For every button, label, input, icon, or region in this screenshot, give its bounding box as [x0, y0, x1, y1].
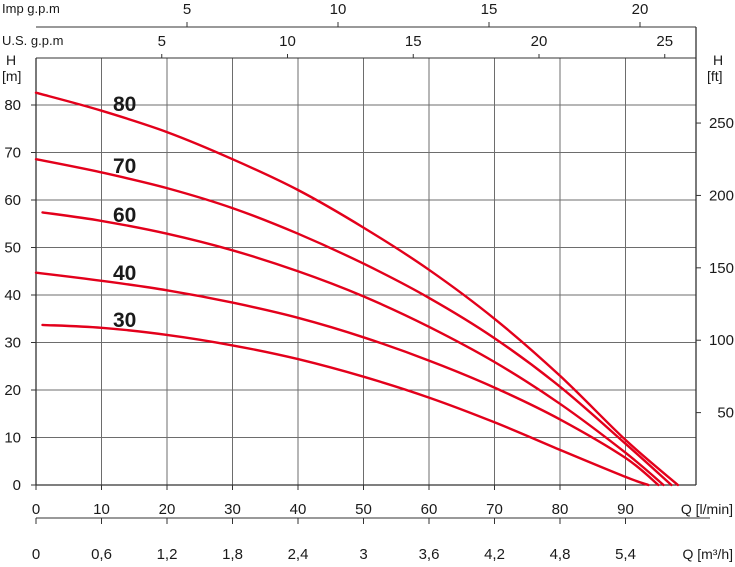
- x-tick-label: 50: [355, 501, 372, 518]
- us-gpm-tick-label: 20: [531, 33, 548, 50]
- m3h-tick-label: 4,2: [484, 546, 505, 563]
- x-tick-label: 30: [224, 501, 241, 518]
- y-tick-label: 10: [4, 430, 21, 447]
- m3h-axis-title: Q [m³/h]: [682, 546, 733, 562]
- curve-60: [41, 211, 665, 487]
- y-tick-label: 0: [13, 477, 21, 494]
- y2-tick-label: 150: [709, 260, 734, 277]
- x-tick-label: 0: [32, 501, 40, 518]
- x-tick-label: 10: [93, 501, 110, 518]
- curve-label-30: 30: [113, 309, 136, 332]
- curve-label-40: 40: [113, 262, 136, 285]
- us-gpm-tick-label: 15: [405, 33, 422, 50]
- m3h-tick-label: 3: [359, 546, 367, 563]
- m3h-tick-label: 1,8: [222, 546, 243, 563]
- y-axis-title: H: [6, 52, 16, 68]
- y2-tick-label: 250: [709, 115, 734, 132]
- y-tick-label: 20: [4, 382, 21, 399]
- x-tick-label: 80: [552, 501, 569, 518]
- m3h-tick-label: 1,2: [157, 546, 178, 563]
- y-tick-label: 80: [4, 97, 21, 114]
- y2-tick-label: 50: [717, 405, 734, 422]
- x-axis-title: Q [l/min]: [681, 501, 733, 517]
- curve-labels: 80 70 60 40 30: [113, 93, 136, 332]
- y-tick-label: 50: [4, 240, 21, 257]
- curve-70: [34, 158, 673, 487]
- curve-80: [34, 91, 680, 487]
- x-tick-label: 20: [159, 501, 176, 518]
- m3h-tick-label: 4,8: [550, 546, 571, 563]
- us-gpm-tick-label: 5: [158, 33, 166, 50]
- imp-gpm-tick-label: 10: [330, 1, 347, 18]
- us-gpm-tick-label: 10: [279, 33, 296, 50]
- y-tick-label: 30: [4, 335, 21, 352]
- curve-40: [34, 271, 660, 487]
- imp-gpm-tick-label: 20: [632, 1, 649, 18]
- curve-30: [41, 323, 650, 487]
- imp-gpm-tick-label: 5: [183, 1, 191, 18]
- imp-gpm-tick-label: 15: [481, 1, 498, 18]
- m3h-tick-label: 3,6: [419, 546, 440, 563]
- curve-label-70: 70: [113, 155, 136, 178]
- x-tick-label: 90: [617, 501, 634, 518]
- m3h-tick-label: 2,4: [288, 546, 309, 563]
- imp-gpm-axis-title: Imp g.p.m: [2, 1, 60, 16]
- y2-tick-label: 200: [709, 187, 734, 204]
- us-gpm-axis-title: U.S. g.p.m: [2, 33, 63, 48]
- m3h-tick-label: 0: [32, 546, 40, 563]
- m3h-tick-label: 0,6: [91, 546, 112, 563]
- plot-frame: [35, 26, 710, 519]
- m3h-tick-label: 5,4: [615, 546, 636, 563]
- y-tick-label: 40: [4, 287, 21, 304]
- y2-tick-label: 100: [709, 332, 734, 349]
- y-tick-label: 70: [4, 145, 21, 162]
- curve-label-80: 80: [113, 93, 136, 116]
- y-axis-unit: [m]: [2, 68, 21, 84]
- us-gpm-tick-label: 25: [656, 33, 673, 50]
- performance-curves: [34, 91, 680, 487]
- curve-label-60: 60: [113, 204, 136, 227]
- y2-axis-unit: [ft]: [707, 68, 723, 84]
- y-tick-label: 60: [4, 192, 21, 209]
- x-tick-label: 60: [421, 501, 438, 518]
- x-tick-label: 40: [290, 501, 307, 518]
- x-tick-label: 70: [486, 501, 503, 518]
- y2-axis-title: H: [713, 52, 723, 68]
